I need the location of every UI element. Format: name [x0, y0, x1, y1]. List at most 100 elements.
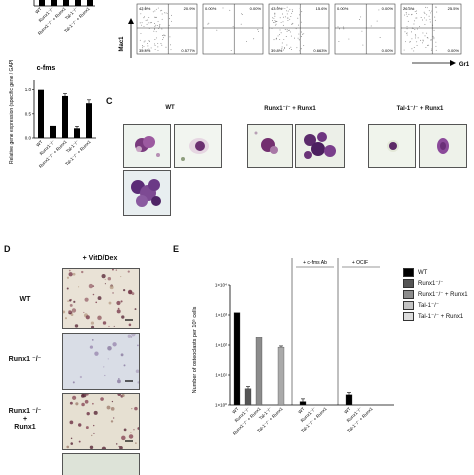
osteoclast-bar [345, 394, 353, 406]
legend-item: Runx1⁻/⁻ [403, 279, 443, 288]
panel-e-letter: E [173, 244, 180, 254]
cfms-bar [38, 89, 44, 138]
legend-label: Runx1⁻/⁻ [418, 281, 444, 287]
flow-quadrant-br: 0.577% [181, 48, 195, 53]
flow-plot: 26.5% 25.5% 0.00% [400, 3, 462, 55]
flow-quadrant-tl: 0.00% [205, 6, 217, 11]
cfms-y-tick-label: 0.0 [25, 136, 32, 141]
flow-quadrant-tr: 0.00% [382, 6, 394, 11]
flow-quadrant-bl: 35.5% [139, 48, 151, 53]
panel-c-letter: C [106, 96, 113, 106]
panel-d-row-runx1-rescue: Runx1 ⁻/⁻ + Runx1 [8, 408, 42, 431]
osteoclast-bar [277, 346, 285, 406]
flow-quadrant-br: 0.00% [448, 48, 460, 53]
legend-swatch [403, 290, 414, 299]
cytospin-tal1-rescue-1 [368, 124, 416, 168]
cfms-axes: 0.0 0.5 1.0 [25, 80, 96, 141]
cfms-y-tick-label: 0.5 [25, 111, 32, 116]
legend-item: Tal-1⁻/⁻ [403, 301, 439, 310]
legend-item: Tal-1⁻/⁻ + Runx1 [403, 312, 463, 321]
flow-quadrant-tl: 0.00% [337, 6, 349, 11]
panel-c-title-tal1-rescue: Tal-1⁻/⁻ + Runx1 [396, 106, 444, 112]
cytospin-wt-3 [123, 170, 171, 216]
flow-quadrant-tl: 26.5% [403, 6, 415, 11]
group-label-ocif: + OCIF [352, 260, 368, 266]
cfms-bar [50, 125, 56, 138]
cfms-bar [74, 128, 80, 138]
panel-e-legend: WT Runx1⁻/⁻ Runx1⁻/⁻ + Runx1 Tal-1⁻/⁻ Tal-1⁻… [403, 268, 473, 328]
osteoclast-x-tick-label: WT [231, 406, 240, 415]
cfms-bar [62, 95, 68, 138]
osteoclast-y-axis-label: Number of osteoclasts per 10⁵ cells [191, 306, 198, 393]
osteoclast-bar [299, 401, 307, 406]
flow-quadrant-bl: 39.8% [271, 48, 283, 53]
cytospin-tal1-rescue-2 [419, 124, 467, 168]
cfms-bars [38, 89, 92, 138]
panel-a-top-tick-label: WT [34, 6, 43, 15]
osteoclast-image-wt [62, 268, 140, 329]
osteoclast-bar [255, 337, 263, 406]
cytospin-runx1-rescue-2 [295, 124, 345, 168]
legend-label: Runx1⁻/⁻ + Runx1 [418, 292, 468, 298]
panel-d-letter: D [4, 244, 11, 254]
osteoclast-y-tick-label: 1×10⁴ [215, 283, 227, 288]
flow-quadrant-tr: 15.6% [316, 6, 328, 11]
flow-quadrant-br: 0.00% [382, 48, 394, 53]
panel-d-header: + VitD/Dex [82, 255, 118, 262]
osteoclast-x-tick-label: WT [343, 406, 352, 415]
legend-swatch [403, 279, 414, 288]
cfms-chart-title: c-fms [37, 65, 56, 72]
osteoclast-count-chart: Number of osteoclasts per 10⁵ cells 1×10… [191, 258, 394, 436]
flow-plot: 0.00% 0.00% [202, 3, 264, 55]
flow-plots: 42.9% 20.9% 35.5% 0.577% 0.00% 0.00% 43.9% 15.6… [136, 3, 462, 55]
osteoclast-x-tick-label: WT [297, 406, 306, 415]
cfms-x-tick-label: WT [35, 139, 44, 148]
legend-swatch [403, 312, 414, 321]
flow-plot: 42.9% 20.9% 35.5% 0.577% [136, 3, 198, 55]
osteoclast-bars [233, 312, 353, 406]
flow-quadrant-tl: 42.9% [139, 6, 151, 11]
osteoclast-axes: 1×10⁰ 1×10¹ 1×10² 1×10³ 1×10⁴ + c-fms Ab + OCI… [215, 258, 394, 408]
osteoclast-y-tick-label: 1×10² [215, 343, 227, 348]
flow-quadrant-tr: 20.9% [184, 6, 196, 11]
osteoclast-image-bottom [62, 453, 140, 475]
legend-item: Runx1⁻/⁻ + Runx1 [403, 290, 468, 299]
legend-label: Tal-1⁻/⁻ [418, 303, 440, 309]
cfms-bar-chart: c-fms Relative gene expression (specific… [9, 60, 96, 169]
cfms-y-axis-label: Relative gene expression (specific gene … [9, 60, 15, 164]
osteoclast-bar [233, 312, 241, 406]
legend-label: Tal-1⁻/⁻ + Runx1 [418, 314, 464, 320]
flow-quadrant-br: 0.663% [313, 48, 327, 53]
flow-plot: 0.00% 0.00% 0.00% [334, 3, 396, 55]
flow-cytometry-panel: Mac1 Gr1 42.9% 20.9%35.5% 0.577%0.00% 0.00%… [119, 3, 470, 68]
group-label-cfms-ab: + c-fms Ab [303, 260, 327, 266]
panel-d-row-wt: WT [19, 296, 31, 303]
legend-item: WT [403, 268, 427, 277]
cytospin-runx1-rescue-1 [247, 124, 293, 168]
cytospin-wt-2 [174, 124, 222, 168]
osteoclast-y-tick-label: 1×10³ [215, 313, 227, 318]
flow-quadrant-tr: 25.5% [448, 6, 460, 11]
flow-quadrant-tl: 43.9% [271, 6, 283, 11]
panel-c-title-wt: WT [165, 105, 175, 111]
flow-y-axis-label: Mac1 [119, 36, 125, 52]
legend-swatch [403, 301, 414, 310]
cfms-bar [86, 103, 92, 138]
osteoclast-image-runx1-ko [62, 333, 140, 390]
cfms-y-tick-label: 1.0 [25, 87, 32, 92]
panel-c-title-runx1-rescue: Runx1⁻/⁻ + Runx1 [264, 106, 316, 112]
osteoclast-y-tick-label: 1×10¹ [215, 373, 227, 378]
osteoclast-y-tick-label: 1×10⁰ [215, 403, 227, 408]
legend-swatch [403, 268, 414, 277]
flow-quadrant-tr: 0.00% [250, 6, 262, 11]
flow-plot: 43.9% 15.6% 39.8% 0.663% [268, 3, 330, 55]
legend-label: WT [418, 269, 428, 276]
osteoclast-bar [244, 388, 252, 406]
panel-d-row-runx1-ko: Runx1 ⁻/⁻ [8, 356, 42, 363]
flow-x-axis-label: Gr1 [459, 62, 470, 68]
osteoclast-image-runx1-rescue [62, 393, 140, 450]
